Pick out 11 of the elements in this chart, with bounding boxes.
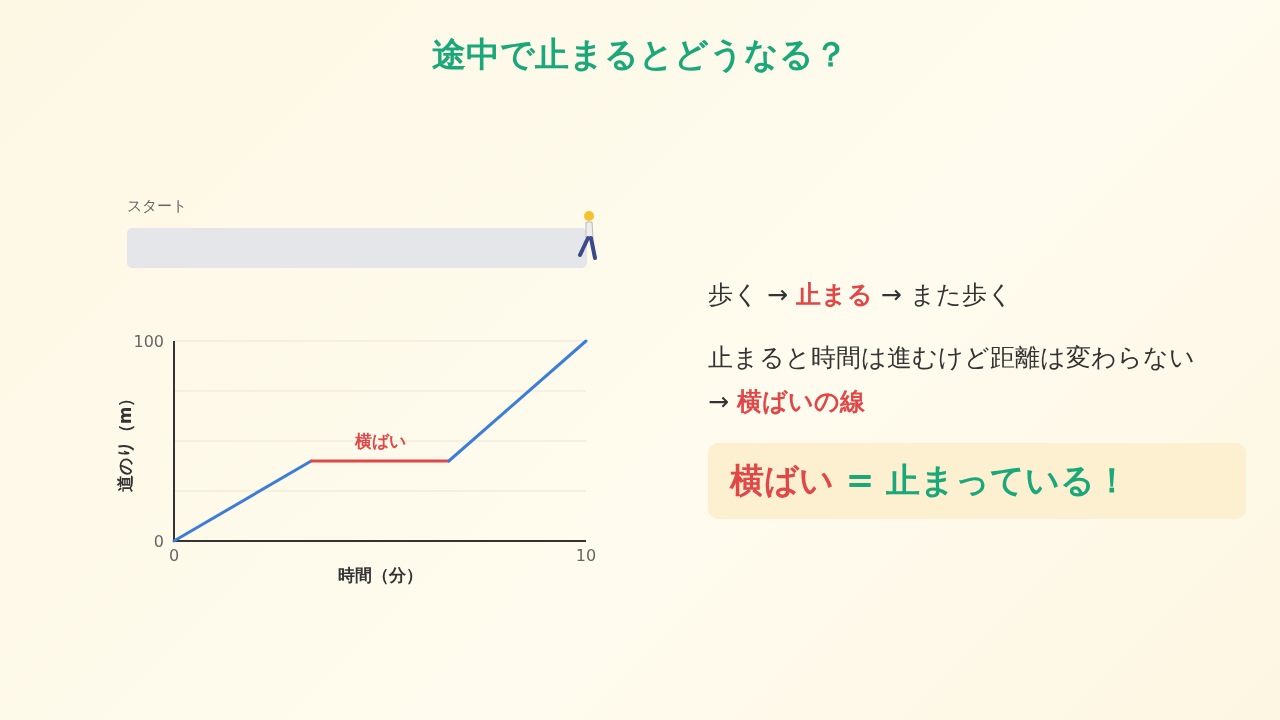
x-tick-label: 10 <box>575 546 597 565</box>
text: 歩く → 止まる → また歩く <box>708 280 1013 309</box>
text: → 横ばいの線 <box>708 387 865 416</box>
text: スタート <box>127 197 187 216</box>
text: 横ばい = 止まっている！ <box>730 460 1130 500</box>
chart-title: 途中で止まるとどうなる？ <box>431 33 849 76</box>
y-tick-label: 100 <box>133 332 164 351</box>
x-axis-title: 時間（分） <box>337 565 423 585</box>
annotation: 横ばい <box>353 431 406 451</box>
text: 止まると時間は進むけど距離は変わらない <box>708 343 1195 372</box>
y-axis-title: 道のり（m） <box>115 389 135 493</box>
